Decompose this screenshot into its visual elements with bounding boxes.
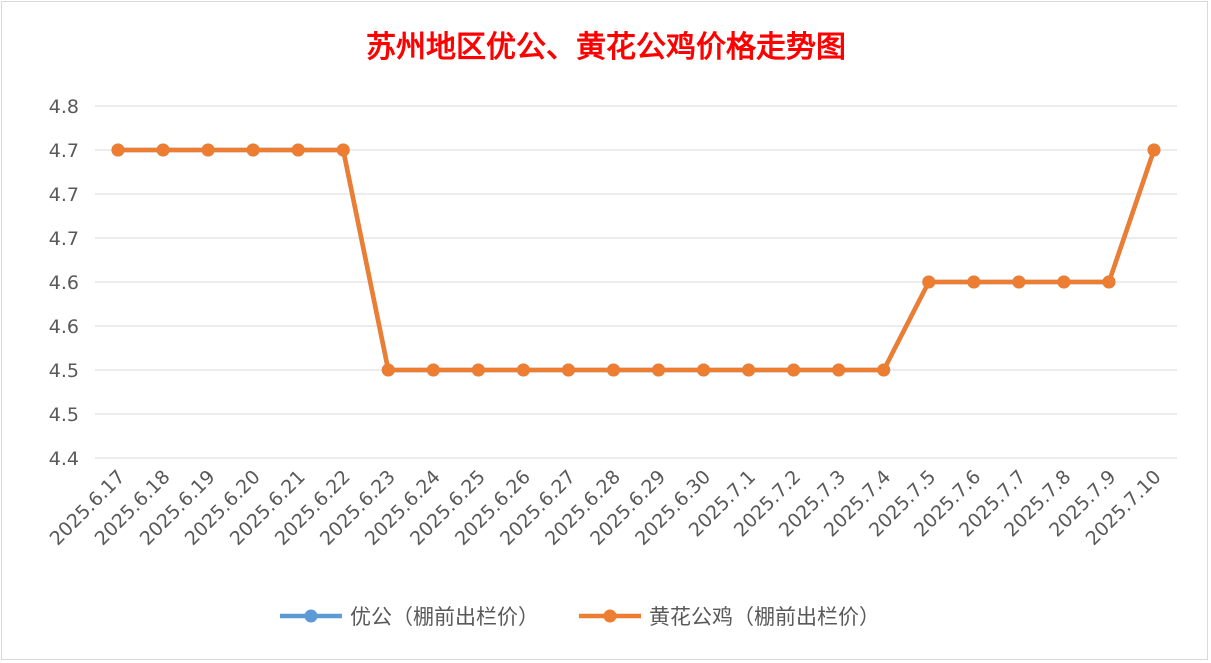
series-layer [111, 143, 1161, 377]
data-point [787, 363, 801, 377]
chart-title: 苏州地区优公、黄花公鸡价格走势图 [366, 30, 846, 65]
series-2 [111, 143, 1161, 377]
data-point [967, 275, 981, 289]
data-point [381, 363, 395, 377]
legend-item-1: 优公（棚前出栏价） [280, 605, 539, 629]
data-point [652, 363, 666, 377]
legend-item-2: 黄花公鸡（棚前出栏价） [579, 605, 880, 629]
data-point [471, 363, 485, 377]
series-line [115, 147, 1157, 373]
data-point [201, 143, 215, 157]
legend-label: 优公（棚前出栏价） [350, 605, 539, 629]
legend-swatch-marker [304, 609, 318, 623]
data-point [516, 363, 530, 377]
data-point [291, 143, 305, 157]
data-point [336, 143, 350, 157]
y-tick-label: 4.7 [49, 184, 79, 206]
legend-label: 黄花公鸡（棚前出栏价） [649, 605, 880, 629]
data-point [1102, 275, 1116, 289]
data-point [877, 363, 891, 377]
legend-swatch-marker [603, 609, 617, 623]
y-tick-label: 4.7 [49, 140, 79, 162]
data-point [832, 363, 846, 377]
y-tick-label: 4.8 [49, 96, 79, 118]
gridlines [95, 105, 1177, 459]
x-axis: 2025.6.172025.6.182025.6.192025.6.202025… [46, 466, 1166, 550]
data-point [246, 143, 260, 157]
data-point [697, 363, 711, 377]
data-point [111, 143, 125, 157]
y-tick-label: 4.5 [49, 404, 79, 426]
data-point [156, 143, 170, 157]
data-point [426, 363, 440, 377]
data-point [1012, 275, 1026, 289]
y-tick-label: 4.5 [49, 360, 79, 382]
y-axis: 4.4 4.5 4.5 4.6 4.6 4.7 4.7 4.7 4.8 [49, 96, 79, 470]
y-tick-label: 4.6 [49, 272, 79, 294]
y-tick-label: 4.7 [49, 228, 79, 250]
series-line [115, 147, 1157, 373]
data-point [922, 275, 936, 289]
series-1 [111, 143, 1161, 377]
data-point [1147, 143, 1161, 157]
legend: 优公（棚前出栏价） 黄花公鸡（棚前出栏价） [280, 605, 880, 629]
data-point [742, 363, 756, 377]
y-tick-label: 4.6 [49, 316, 79, 338]
y-tick-label: 4.4 [49, 448, 79, 470]
data-point [1057, 275, 1071, 289]
data-point [561, 363, 575, 377]
data-point [606, 363, 620, 377]
